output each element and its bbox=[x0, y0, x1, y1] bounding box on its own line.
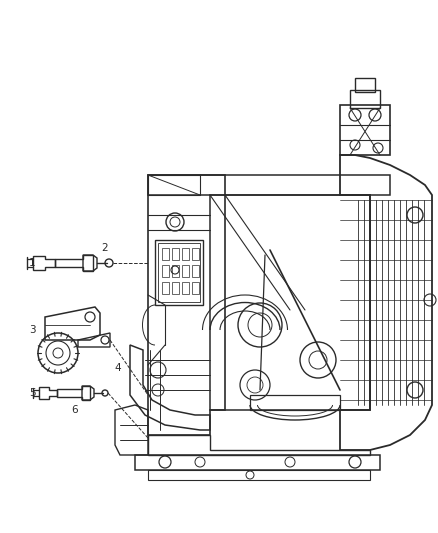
Text: 1: 1 bbox=[28, 258, 35, 268]
Text: 2: 2 bbox=[102, 243, 108, 253]
Bar bbox=[192, 282, 199, 294]
Text: 4: 4 bbox=[115, 363, 121, 373]
Bar bbox=[172, 248, 179, 260]
Bar bbox=[155, 240, 203, 305]
Bar bbox=[158, 243, 200, 302]
Bar bbox=[250, 395, 340, 410]
Text: 5: 5 bbox=[28, 388, 35, 398]
Bar bbox=[182, 265, 189, 277]
Bar bbox=[162, 265, 169, 277]
Bar bbox=[192, 248, 199, 260]
Bar bbox=[162, 248, 169, 260]
Bar bbox=[172, 282, 179, 294]
Bar bbox=[182, 282, 189, 294]
Bar bbox=[172, 265, 179, 277]
Bar bbox=[162, 282, 169, 294]
Text: 3: 3 bbox=[28, 325, 35, 335]
Text: 6: 6 bbox=[72, 405, 78, 415]
Bar bbox=[182, 248, 189, 260]
Bar bbox=[192, 265, 199, 277]
